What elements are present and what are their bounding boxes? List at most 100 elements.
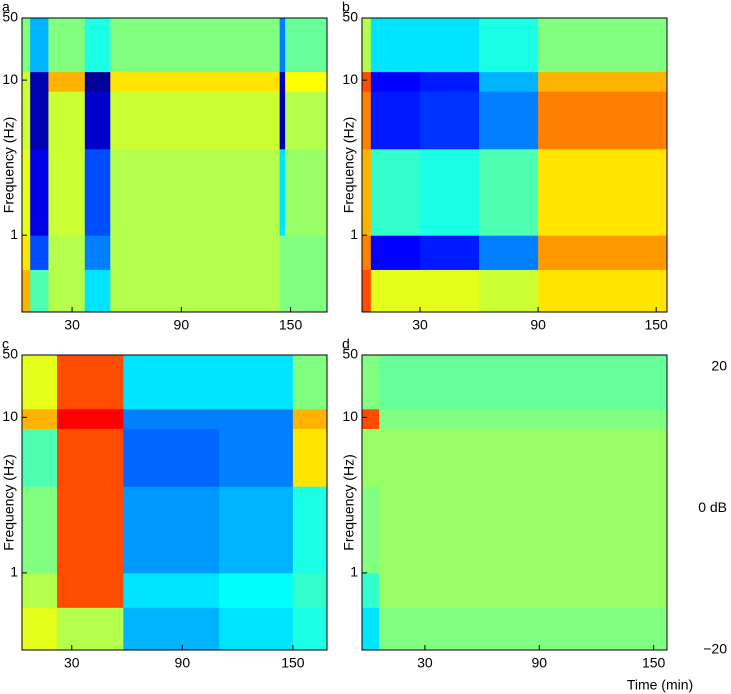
heatmap-cell xyxy=(292,355,328,410)
axes-frame xyxy=(361,354,668,651)
panel-label: b xyxy=(342,0,350,15)
heatmap-cell xyxy=(22,71,31,92)
heatmap-cell xyxy=(219,486,294,574)
y-tick-label: 10 xyxy=(342,408,358,424)
heatmap-cell xyxy=(292,486,328,574)
heatmap-cell xyxy=(379,572,668,608)
heatmap-cell xyxy=(22,408,58,429)
heatmap-cell xyxy=(57,486,124,574)
heatmap-cell xyxy=(48,18,86,73)
heatmap-cell xyxy=(538,269,668,313)
heatmap-cell xyxy=(22,91,31,150)
panel-label: a xyxy=(2,0,10,15)
heatmap-cell xyxy=(84,148,111,236)
heatmap-cell xyxy=(22,235,31,270)
heatmap-cell xyxy=(362,486,380,574)
x-tick-label: 30 xyxy=(64,655,80,671)
heatmap-cell xyxy=(123,408,220,429)
heatmap-cell xyxy=(22,148,31,236)
heatmap-cell xyxy=(379,428,668,487)
heatmap-cell xyxy=(362,235,372,270)
axes-frame xyxy=(361,17,668,313)
heatmap-cell xyxy=(219,355,294,410)
y-tick-label: 10 xyxy=(2,71,18,87)
heatmap-cell xyxy=(219,408,294,429)
heatmap-cell xyxy=(420,91,480,150)
heatmap-cell xyxy=(479,71,539,92)
heatmap-cell xyxy=(285,269,328,313)
heatmap-cell xyxy=(538,71,668,92)
heatmap-cell xyxy=(285,148,328,236)
heatmap-cell xyxy=(22,486,58,574)
heatmap-cell xyxy=(279,235,286,270)
heatmap-cell xyxy=(84,71,111,92)
heatmap-cell xyxy=(219,607,294,651)
heatmap-cell xyxy=(292,572,328,608)
heatmap-cell xyxy=(420,235,480,270)
y-tick-label: 1 xyxy=(350,564,358,580)
heatmap-cell xyxy=(292,428,328,487)
heatmap-cell xyxy=(279,18,286,73)
heatmap-cell xyxy=(285,18,328,73)
heatmap-cell xyxy=(420,148,480,236)
heatmap-cell xyxy=(279,269,286,313)
x-tick-label: 30 xyxy=(417,655,433,671)
heatmap-cell xyxy=(48,91,86,150)
heatmap-cell xyxy=(538,91,668,150)
x-tick-label: 150 xyxy=(281,655,305,671)
heatmap-cell xyxy=(110,71,281,92)
heatmap-cell xyxy=(123,486,220,574)
y-tick-label: 50 xyxy=(2,9,18,25)
heatmap-cell xyxy=(279,148,286,236)
heatmap-cell xyxy=(362,148,372,236)
heatmap-cell xyxy=(30,269,49,313)
heatmap-cell xyxy=(420,71,480,92)
x-tick-label: 90 xyxy=(530,317,546,333)
heatmap-cell xyxy=(370,71,421,92)
heatmap-cell xyxy=(123,607,220,651)
heatmap-cell xyxy=(110,269,281,313)
heatmap-cell xyxy=(22,572,58,608)
x-tick-label: 150 xyxy=(642,655,666,671)
heatmap-cell xyxy=(279,91,286,150)
heatmap-cell xyxy=(48,71,86,92)
heatmap-cell xyxy=(84,235,111,270)
y-tick-label: 1 xyxy=(10,564,18,580)
y-tick-label: 50 xyxy=(2,346,18,362)
y-tick-label: 1 xyxy=(350,226,358,242)
axes-frame xyxy=(21,17,328,313)
heatmap-cell xyxy=(479,18,539,73)
heatmap-cell xyxy=(22,355,58,410)
heatmap-cell xyxy=(30,71,49,92)
heatmap-cell xyxy=(110,148,281,236)
heatmap-cell xyxy=(48,269,86,313)
heatmap-cell xyxy=(538,148,668,236)
heatmap-cell xyxy=(370,148,421,236)
heatmap-cell xyxy=(30,148,49,236)
heatmap-cell xyxy=(362,18,372,73)
heatmap-cell xyxy=(420,269,480,313)
heatmap-cell xyxy=(420,18,480,73)
heatmap-cell xyxy=(479,148,539,236)
heatmap-cell xyxy=(370,18,421,73)
heatmap-cell xyxy=(84,18,111,73)
heatmap-cell xyxy=(110,18,281,73)
heatmap-cell xyxy=(219,428,294,487)
heatmap-cell xyxy=(370,91,421,150)
heatmap-cell xyxy=(84,269,111,313)
heatmap-cell xyxy=(479,235,539,270)
heatmap-cell xyxy=(57,607,124,651)
x-tick-label: 90 xyxy=(175,655,191,671)
heatmap-cell xyxy=(22,607,58,651)
heatmap-cell xyxy=(30,91,49,150)
heatmap-cell xyxy=(379,607,668,651)
heatmap-cell xyxy=(285,235,328,270)
heatmap-cell xyxy=(370,269,421,313)
y-axis-label: Frequency (Hz) xyxy=(341,454,357,550)
heatmap-cell xyxy=(123,355,220,410)
heatmap-cell xyxy=(285,71,328,92)
y-axis-label: Frequency (Hz) xyxy=(341,117,357,213)
heatmap-cell xyxy=(30,235,49,270)
heatmap-cell xyxy=(110,91,281,150)
x-tick-label: 30 xyxy=(64,317,80,333)
